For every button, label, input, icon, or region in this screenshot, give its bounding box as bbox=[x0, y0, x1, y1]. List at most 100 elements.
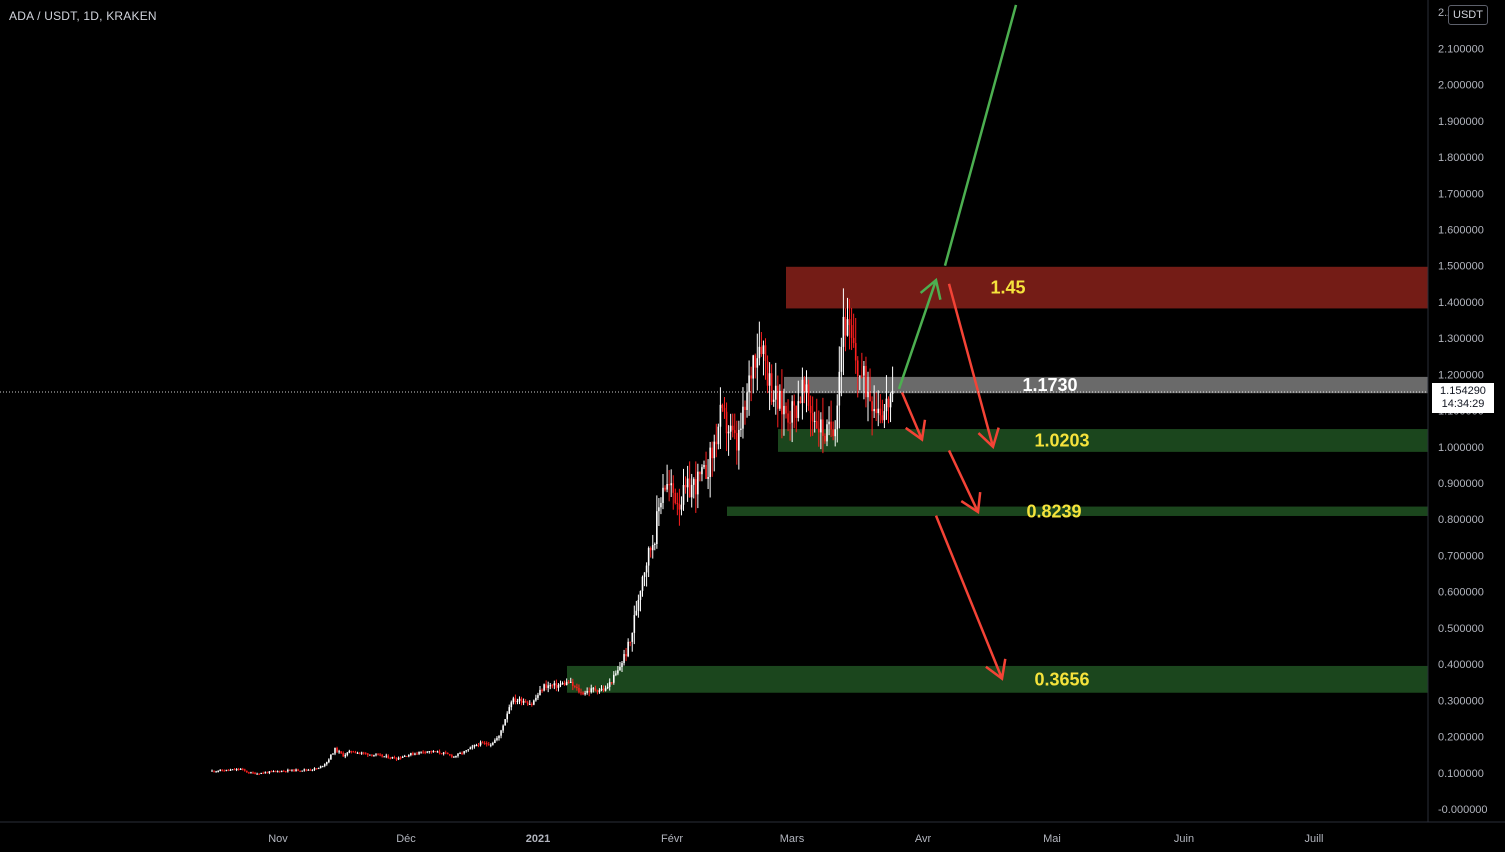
candle-body bbox=[239, 768, 242, 770]
candle-body bbox=[645, 565, 648, 573]
candle-body bbox=[256, 773, 258, 775]
candle-body bbox=[301, 770, 303, 772]
candle-body bbox=[317, 768, 320, 770]
price-tick-label: 1.600000 bbox=[1438, 224, 1484, 236]
candle-body bbox=[418, 751, 420, 754]
candle-body bbox=[436, 751, 439, 753]
candle-body bbox=[330, 754, 332, 760]
candle-body bbox=[756, 358, 759, 368]
price-tick-label: 0.800000 bbox=[1438, 514, 1484, 526]
currency-button[interactable]: USDT bbox=[1448, 5, 1488, 25]
candle-body bbox=[754, 355, 757, 368]
candle-body bbox=[280, 770, 283, 772]
candle-body bbox=[768, 373, 771, 386]
candle-body bbox=[721, 404, 724, 408]
candle-body bbox=[295, 769, 297, 772]
zone-label: 1.0203 bbox=[1034, 430, 1089, 450]
candle-body bbox=[338, 751, 340, 753]
candle-body bbox=[569, 681, 572, 683]
candle-body bbox=[889, 394, 892, 408]
candle-body bbox=[621, 662, 623, 667]
candle-body bbox=[410, 753, 412, 756]
candle-body bbox=[580, 692, 582, 694]
candle-body bbox=[688, 478, 691, 498]
candle-body bbox=[215, 771, 217, 773]
candle-body bbox=[469, 747, 472, 750]
candle-body bbox=[364, 753, 367, 755]
price-tick-label: 1.400000 bbox=[1438, 297, 1484, 309]
candle-body bbox=[518, 698, 521, 702]
last-price-value: 1.154290 bbox=[1440, 385, 1486, 397]
candle-body bbox=[697, 471, 699, 495]
candle-body bbox=[535, 697, 537, 701]
candle-body bbox=[736, 433, 738, 451]
candle-body bbox=[500, 730, 502, 736]
candle-body bbox=[315, 768, 318, 770]
time-axis[interactable]: Nov Déc 2021 Févr Mars Avr Mai Juin Juill bbox=[268, 833, 1323, 845]
candle-body bbox=[487, 744, 490, 746]
candle-body bbox=[307, 769, 310, 771]
candle-body bbox=[287, 769, 289, 772]
candle-body bbox=[834, 429, 836, 437]
candle-body bbox=[654, 543, 656, 546]
candle-body bbox=[678, 503, 681, 510]
candle-body bbox=[770, 373, 773, 402]
candle-body bbox=[395, 758, 398, 760]
candle-body bbox=[506, 713, 508, 720]
candle-body bbox=[684, 484, 687, 488]
candle-body bbox=[223, 770, 226, 772]
time-tick-label: Mars bbox=[780, 833, 805, 845]
time-tick-label: Févr bbox=[661, 833, 683, 845]
candle-body bbox=[471, 746, 474, 748]
candle-body bbox=[733, 430, 736, 434]
candle-body bbox=[561, 683, 564, 685]
candle-body bbox=[832, 429, 834, 437]
bearish-arrow bbox=[947, 449, 980, 513]
candle-body bbox=[399, 757, 402, 759]
candle-body bbox=[303, 769, 306, 771]
candle-body bbox=[582, 692, 584, 695]
candle-body bbox=[813, 420, 816, 422]
candle-body bbox=[543, 684, 545, 691]
candle-body bbox=[615, 673, 617, 675]
candle-body bbox=[391, 757, 394, 759]
candle-body bbox=[772, 399, 775, 402]
candle-body bbox=[668, 483, 670, 486]
price-tick-label: 1.500000 bbox=[1438, 261, 1484, 273]
candle-body bbox=[446, 752, 449, 755]
candle-body bbox=[647, 548, 650, 566]
candle-body bbox=[289, 769, 291, 771]
candle-body bbox=[440, 753, 443, 755]
candle-body bbox=[393, 757, 396, 759]
price-tick-label: 0.100000 bbox=[1438, 768, 1484, 780]
candle-body bbox=[494, 740, 496, 743]
candle-body bbox=[781, 390, 783, 415]
resistance-zone bbox=[786, 266, 1428, 309]
candle-body bbox=[602, 688, 605, 691]
candle-body bbox=[822, 419, 824, 436]
candle-body bbox=[483, 743, 486, 745]
symbol-title: ADA / USDT, 1D, KRAKEN bbox=[9, 9, 157, 23]
zone-label: 1.45 bbox=[990, 278, 1025, 298]
candle-body bbox=[250, 772, 252, 774]
candle-body bbox=[727, 431, 730, 434]
arrow-head bbox=[977, 427, 1000, 450]
price-tick-label: 1.200000 bbox=[1438, 369, 1484, 381]
candle-body bbox=[578, 687, 580, 693]
price-axis[interactable]: 2.2000002.1000002.0000001.9000001.800000… bbox=[1438, 7, 1488, 816]
candle-body bbox=[656, 511, 658, 544]
candle-body bbox=[707, 477, 709, 479]
candle-body bbox=[531, 703, 533, 705]
zone-labels-layer: 1.45 1.1730 1.0203 0.8239 0.3656 bbox=[990, 278, 1089, 690]
candle-body bbox=[766, 361, 769, 386]
time-tick-label: Déc bbox=[396, 833, 416, 845]
candle-body bbox=[504, 719, 506, 726]
candle-body bbox=[729, 425, 732, 432]
candle-body bbox=[221, 769, 224, 771]
candle-body bbox=[567, 681, 570, 683]
bar-countdown: 14:34:29 bbox=[1441, 398, 1485, 410]
candle-body bbox=[309, 769, 312, 771]
candle-body bbox=[340, 751, 342, 754]
candle-body bbox=[385, 755, 388, 757]
